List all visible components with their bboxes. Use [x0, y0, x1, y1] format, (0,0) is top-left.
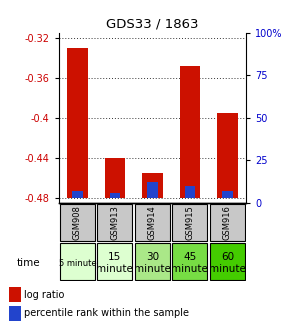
Bar [180, 66, 200, 198]
Bar [217, 113, 238, 198]
Text: 45: 45 [183, 252, 197, 262]
Bar [172, 243, 207, 280]
Bar [142, 173, 163, 198]
Bar [135, 243, 170, 280]
Bar [210, 243, 245, 280]
Text: minute: minute [134, 265, 171, 274]
Text: GSM913: GSM913 [110, 205, 119, 240]
Text: 15: 15 [108, 252, 122, 262]
Text: log ratio: log ratio [24, 290, 64, 300]
Text: GSM916: GSM916 [223, 205, 232, 240]
Bar [72, 191, 83, 198]
Text: GSM908: GSM908 [73, 205, 82, 240]
Bar [210, 204, 245, 241]
Title: GDS33 / 1863: GDS33 / 1863 [106, 17, 199, 30]
Text: GSM914: GSM914 [148, 205, 157, 240]
Bar [97, 204, 132, 241]
Bar [110, 193, 120, 198]
Bar [60, 243, 95, 280]
Text: GSM915: GSM915 [185, 205, 194, 240]
Bar [185, 186, 195, 198]
Text: minute: minute [209, 265, 246, 274]
Text: 60: 60 [221, 252, 234, 262]
Bar [9, 287, 21, 302]
Text: minute: minute [171, 265, 208, 274]
Bar [60, 204, 95, 241]
Text: minute: minute [96, 265, 133, 274]
Text: 5 minute: 5 minute [59, 259, 96, 268]
Bar [222, 191, 233, 198]
Text: 30: 30 [146, 252, 159, 262]
Bar [97, 243, 132, 280]
Bar [135, 204, 170, 241]
Bar [105, 158, 125, 198]
Bar [172, 204, 207, 241]
Bar [67, 48, 88, 198]
Text: time: time [17, 258, 41, 268]
Text: percentile rank within the sample: percentile rank within the sample [24, 308, 189, 318]
Bar [147, 182, 158, 198]
Bar [9, 306, 21, 320]
